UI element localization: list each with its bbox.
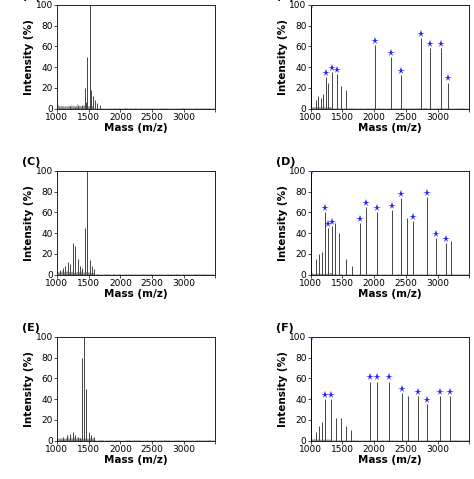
X-axis label: Mass (m/z): Mass (m/z) <box>104 123 168 133</box>
Text: (F): (F) <box>276 323 293 333</box>
X-axis label: Mass (m/z): Mass (m/z) <box>104 289 168 299</box>
X-axis label: Mass (m/z): Mass (m/z) <box>358 455 422 465</box>
Y-axis label: Intensity (%): Intensity (%) <box>278 185 288 261</box>
Y-axis label: Intensity (%): Intensity (%) <box>278 19 288 95</box>
Text: (C): (C) <box>22 157 40 167</box>
Y-axis label: Intensity (%): Intensity (%) <box>24 351 34 427</box>
Text: (D): (D) <box>276 157 295 167</box>
Y-axis label: Intensity (%): Intensity (%) <box>24 19 34 95</box>
X-axis label: Mass (m/z): Mass (m/z) <box>104 455 168 465</box>
Y-axis label: Intensity (%): Intensity (%) <box>24 185 34 261</box>
Text: (E): (E) <box>22 323 40 333</box>
X-axis label: Mass (m/z): Mass (m/z) <box>358 123 422 133</box>
Y-axis label: Intensity (%): Intensity (%) <box>278 351 288 427</box>
X-axis label: Mass (m/z): Mass (m/z) <box>358 289 422 299</box>
